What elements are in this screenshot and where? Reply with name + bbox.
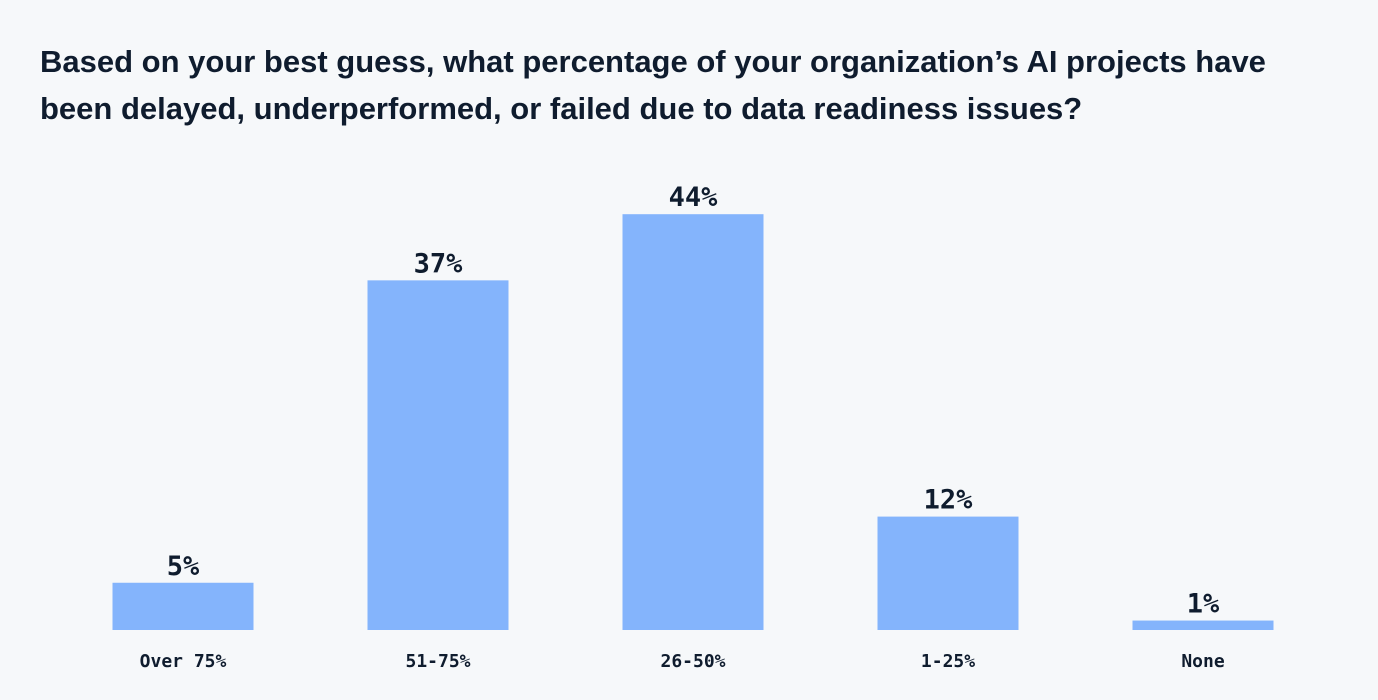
bar-4 [877, 516, 1019, 630]
data-label: 44% [669, 182, 719, 213]
x-tick-label: Over 75% [140, 651, 227, 672]
x-tick-label: 1-25% [921, 651, 975, 672]
data-label: 37% [414, 248, 464, 279]
data-labels-group: 5% 37% 44% 12% 1% [167, 182, 1220, 619]
bar-2 [367, 280, 509, 630]
x-tick-label: 26-50% [660, 651, 725, 672]
bar-3 [622, 214, 764, 630]
x-tick-label: 51-75% [405, 651, 470, 672]
bars-group [112, 214, 1274, 630]
bar-5 [1132, 620, 1274, 630]
data-label: 12% [924, 485, 974, 516]
chart-title: Based on your best guess, what percentag… [40, 44, 1266, 126]
x-tick-label: None [1181, 651, 1225, 672]
x-tick-labels-group: Over 75% 51-75% 26-50% 1-25% None [140, 651, 1225, 672]
data-label: 1% [1187, 589, 1220, 620]
bar-1 [112, 582, 254, 630]
data-label: 5% [167, 551, 200, 582]
